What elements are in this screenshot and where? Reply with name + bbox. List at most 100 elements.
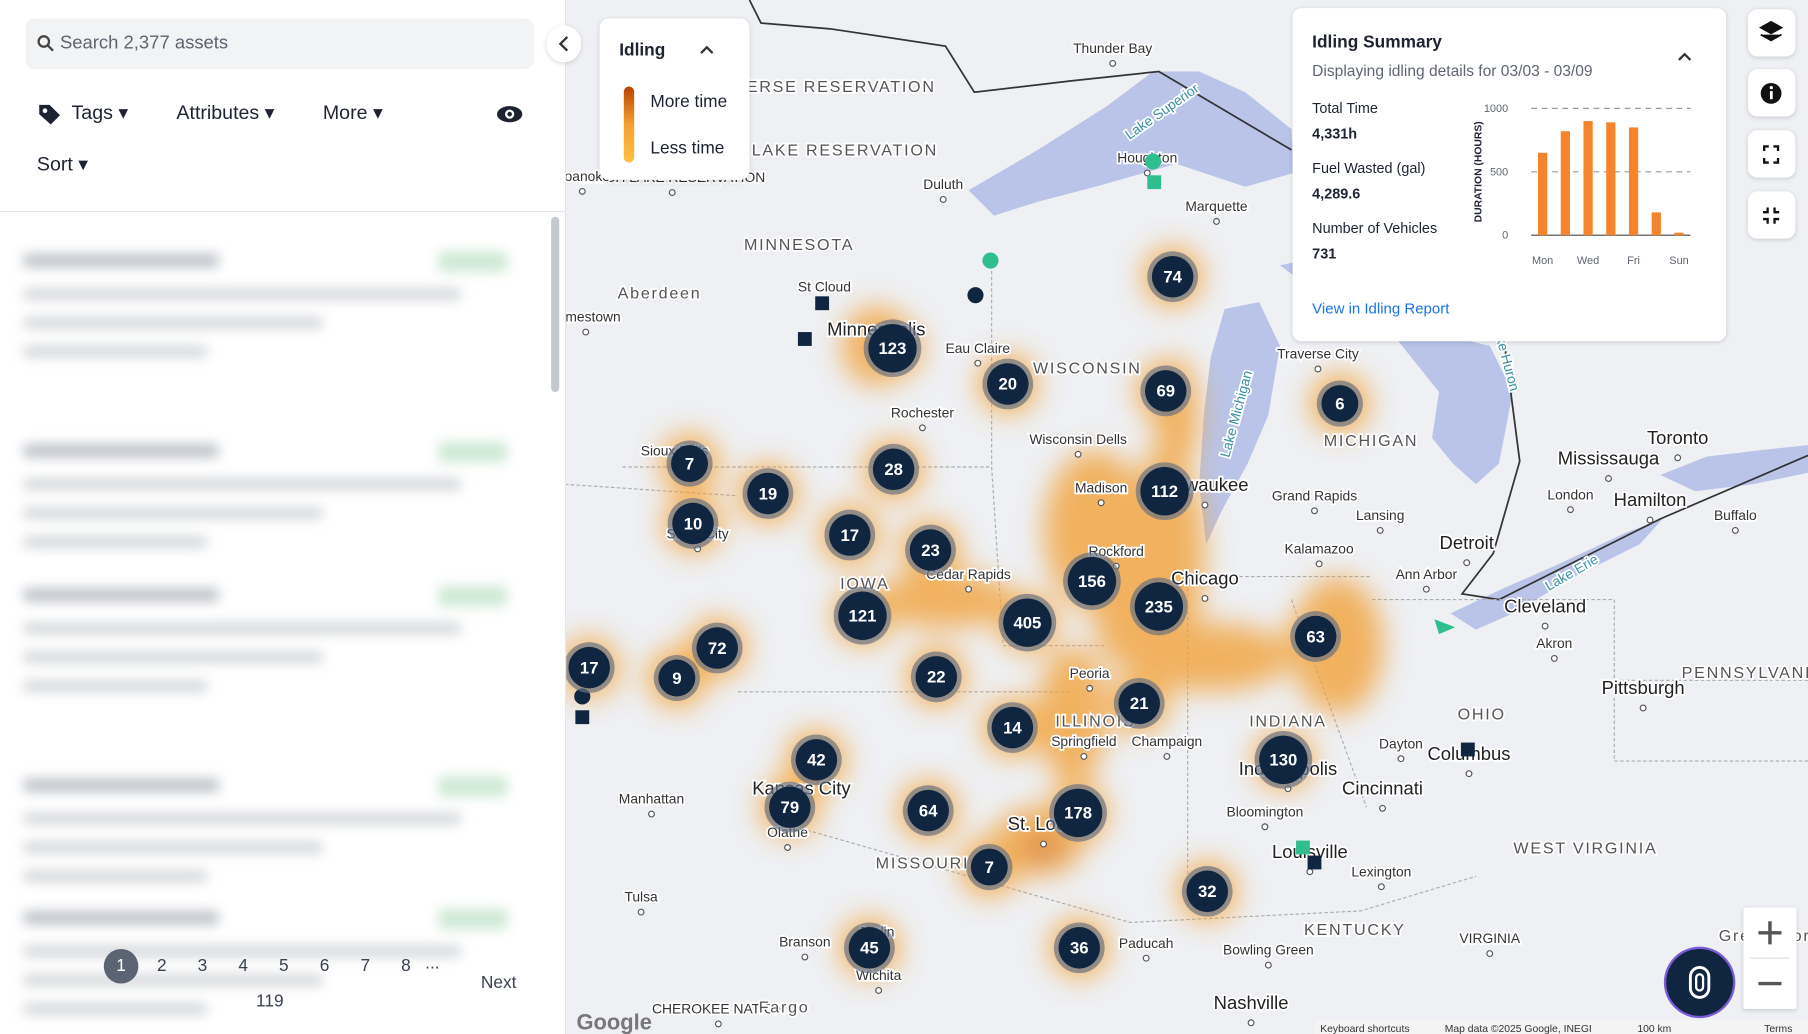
cluster-count[interactable]: 74 — [1163, 267, 1182, 286]
cluster-count[interactable]: 17 — [841, 526, 860, 545]
map-control[interactable] — [1748, 191, 1796, 239]
cluster[interactable] — [769, 786, 811, 828]
cluster[interactable] — [872, 448, 915, 491]
page-number[interactable]: 3 — [197, 955, 208, 976]
map-control[interactable] — [1748, 130, 1796, 178]
cluster-count[interactable]: 10 — [684, 514, 703, 533]
search-box[interactable]: Search 2,377 assets — [25, 18, 534, 70]
cluster-count[interactable]: 28 — [884, 460, 903, 479]
tags-button[interactable]: Tags ▾ — [71, 101, 129, 124]
cluster-count[interactable]: 405 — [1013, 613, 1041, 632]
cluster-count[interactable]: 7 — [985, 858, 994, 877]
cluster[interactable] — [1321, 385, 1359, 423]
cluster[interactable] — [1294, 615, 1337, 658]
cluster[interactable] — [1053, 788, 1103, 838]
vehicle-marker[interactable] — [1307, 855, 1322, 870]
cluster[interactable] — [747, 472, 789, 515]
legend-collapse[interactable] — [699, 43, 715, 57]
cluster-count[interactable]: 36 — [1070, 939, 1089, 958]
vehicle-marker[interactable] — [797, 332, 812, 346]
page-number[interactable]: 7 — [360, 955, 371, 976]
page-number[interactable]: 5 — [279, 955, 289, 976]
cluster[interactable] — [1058, 927, 1101, 969]
cluster-count[interactable]: 130 — [1269, 751, 1297, 770]
cluster-count[interactable]: 9 — [672, 669, 681, 688]
page-number[interactable]: 1 — [116, 955, 126, 976]
summary-collapse[interactable] — [1677, 50, 1693, 64]
cluster-count[interactable]: 112 — [1151, 482, 1178, 501]
report-link[interactable]: View in Idling Report — [1312, 299, 1450, 318]
cluster-count[interactable]: 121 — [849, 606, 877, 625]
cluster-count[interactable]: 72 — [708, 639, 727, 658]
more-button[interactable]: More ▾ — [322, 101, 383, 124]
map-footer[interactable]: 100 km — [1637, 1024, 1671, 1034]
cluster-count[interactable]: 32 — [1198, 882, 1217, 901]
cluster[interactable] — [909, 529, 952, 571]
cluster-count[interactable]: 7 — [685, 454, 694, 473]
map-footer[interactable]: Terms — [1764, 1024, 1792, 1034]
cluster[interactable] — [970, 848, 1008, 886]
page-number[interactable]: 4 — [238, 955, 248, 976]
cluster-count[interactable]: 21 — [1130, 694, 1149, 713]
attributes-button[interactable]: Attributes ▾ — [176, 101, 275, 124]
cluster[interactable] — [1140, 466, 1189, 516]
cluster[interactable] — [829, 514, 871, 556]
page-last[interactable]: 119 — [256, 991, 284, 1012]
cluster-count[interactable]: 14 — [1003, 718, 1022, 737]
map-footer[interactable]: Map data ©2025 Google, INEGI — [1445, 1024, 1592, 1034]
vehicle-marker[interactable] — [1296, 840, 1310, 855]
cluster[interactable] — [1259, 735, 1308, 785]
sort-button[interactable]: Sort ▾ — [36, 153, 89, 176]
cluster-count[interactable]: 79 — [781, 798, 800, 817]
cluster-count[interactable]: 6 — [1335, 394, 1344, 413]
cluster[interactable] — [991, 706, 1034, 749]
zoom-control[interactable] — [1743, 907, 1797, 1009]
cluster[interactable] — [1067, 556, 1117, 606]
vehicle-marker[interactable] — [982, 252, 999, 269]
cluster[interactable] — [1118, 682, 1160, 725]
map-footer[interactable]: Keyboard shortcuts — [1320, 1024, 1409, 1034]
collapse-button[interactable] — [546, 25, 582, 63]
cluster-count[interactable]: 123 — [879, 339, 907, 358]
vehicle-heading[interactable] — [1434, 619, 1456, 635]
cluster-count[interactable]: 63 — [1306, 627, 1325, 646]
cluster-count[interactable]: 19 — [759, 484, 778, 503]
page-number[interactable]: 2 — [156, 955, 167, 976]
cluster-count[interactable]: 235 — [1145, 597, 1173, 616]
vehicle-marker[interactable] — [1147, 175, 1162, 190]
cluster-count[interactable]: 20 — [998, 375, 1017, 394]
cluster-count[interactable]: 45 — [860, 939, 879, 958]
cluster[interactable] — [795, 739, 838, 781]
cluster[interactable] — [696, 627, 738, 669]
cluster-count[interactable]: 69 — [1156, 382, 1175, 401]
cluster-count[interactable]: 22 — [927, 668, 946, 687]
page-next[interactable]: Next — [480, 973, 517, 993]
cluster[interactable] — [915, 656, 958, 698]
cluster[interactable] — [987, 363, 1029, 405]
cluster[interactable] — [838, 591, 887, 640]
cluster-count[interactable]: 42 — [807, 751, 826, 770]
visibility-toggle[interactable] — [496, 104, 524, 125]
cluster[interactable] — [907, 789, 949, 832]
cluster[interactable] — [1151, 255, 1194, 298]
cluster[interactable] — [1003, 598, 1052, 647]
map-control[interactable] — [1748, 69, 1796, 117]
cluster-count[interactable]: 156 — [1078, 572, 1106, 591]
page-number[interactable]: 6 — [319, 955, 330, 976]
cluster-count[interactable]: 64 — [919, 801, 938, 820]
vehicle-marker[interactable] — [1144, 153, 1162, 170]
cluster-count[interactable]: 178 — [1064, 804, 1092, 823]
cluster[interactable] — [868, 324, 917, 373]
cluster[interactable] — [658, 659, 696, 697]
cluster-count[interactable]: 17 — [580, 658, 599, 677]
cluster[interactable] — [848, 927, 891, 969]
vehicle-marker[interactable] — [967, 287, 984, 304]
cluster[interactable] — [1186, 870, 1229, 913]
cluster[interactable] — [672, 502, 714, 545]
cluster[interactable] — [1144, 370, 1187, 412]
vehicle-marker[interactable] — [1460, 742, 1475, 757]
vehicle-marker[interactable] — [815, 296, 830, 311]
vehicle-marker[interactable] — [575, 710, 590, 725]
assistant-button[interactable] — [1666, 948, 1734, 1016]
page-number[interactable]: 8 — [401, 955, 411, 976]
